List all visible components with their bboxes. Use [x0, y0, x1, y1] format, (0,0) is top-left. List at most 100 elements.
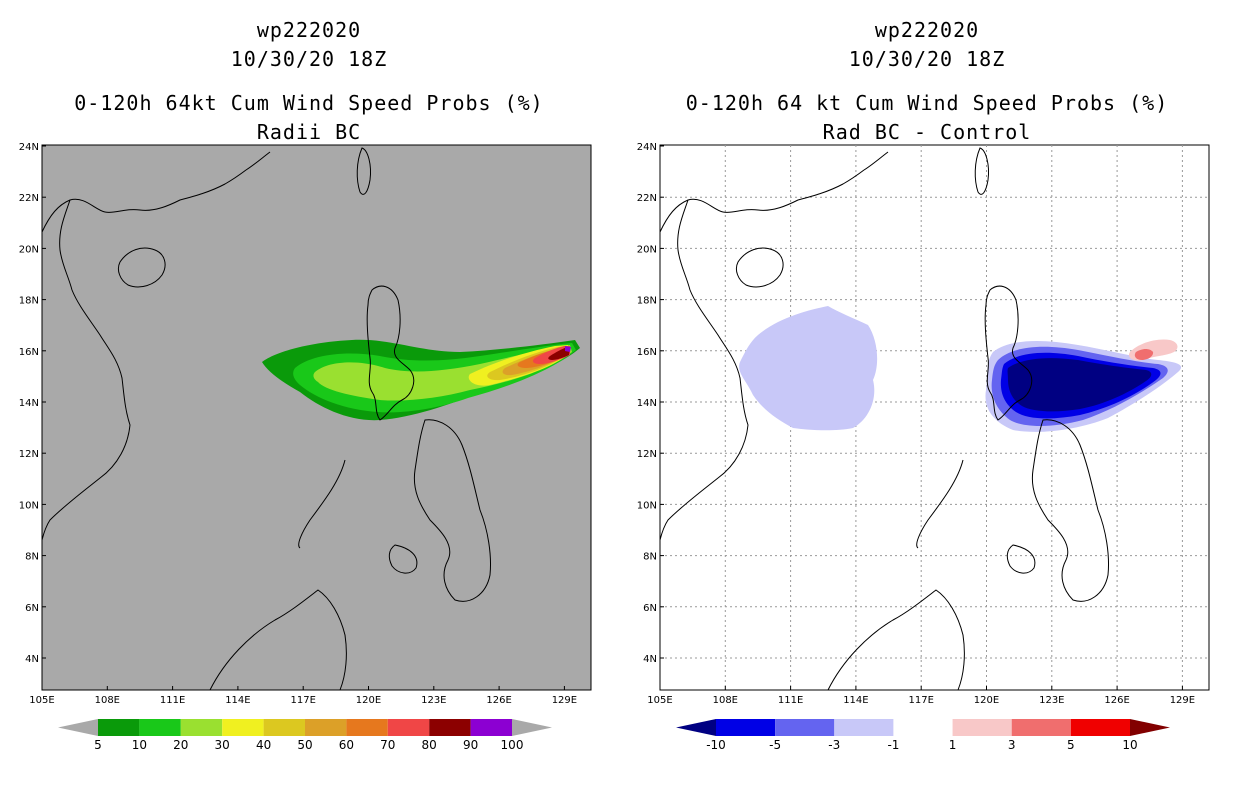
colorbar-under-arrow — [676, 719, 716, 736]
lat-tick-label: 22N — [19, 193, 39, 204]
colorbar-label: 40 — [256, 738, 271, 752]
lon-tick-label: 117E — [908, 695, 933, 706]
lat-tick-label: 10N — [19, 500, 39, 511]
colorbar-label: 20 — [173, 738, 188, 752]
lon-tick-label: 111E — [160, 695, 185, 706]
lon-tick-label: 129E — [552, 695, 577, 706]
colorbar-swatch — [470, 719, 512, 736]
colorbar-swatch — [387, 719, 430, 736]
colorbar-swatch — [1011, 719, 1071, 736]
date-title: 10/30/20 18Z — [848, 47, 1006, 71]
lat-axis: 24N 22N 20N 18N 16N 14N 12N 10N 8N 6N 4N — [19, 142, 46, 665]
lon-tick-label: 129E — [1170, 695, 1195, 706]
lon-tick-label: 111E — [778, 695, 803, 706]
colorbar-label: 1 — [949, 738, 957, 752]
subtitle: Rad BC - Control — [822, 120, 1032, 144]
difference-contours — [739, 306, 1182, 432]
diff-minus10 — [1007, 358, 1152, 412]
map-background — [659, 144, 1210, 691]
gridlines — [660, 145, 1209, 690]
colorbar-swatch — [98, 719, 140, 736]
colorbar-swatch — [952, 719, 1012, 736]
right-panel: wp222020 10/30/20 18Z 0-120h 64 kt Cum W… — [618, 0, 1236, 800]
colorbar-label: 10 — [132, 738, 147, 752]
product-title: 0-120h 64 kt Cum Wind Speed Probs (%) — [685, 91, 1169, 115]
colorbar-label: 5 — [94, 738, 102, 752]
lat-tick-label: 8N — [643, 552, 657, 563]
lat-tick-label: 6N — [25, 603, 39, 614]
lon-tick-label: 120E — [356, 695, 381, 706]
colorbar: -10 -5 -3 -1 1 3 5 10 — [676, 719, 1170, 752]
date-title: 10/30/20 18Z — [230, 47, 388, 71]
colorbar-swatch — [716, 719, 776, 736]
lon-tick-label: 117E — [290, 695, 315, 706]
lon-tick-label: 126E — [486, 695, 511, 706]
lat-tick-label: 20N — [637, 244, 657, 255]
diff-minus1-west — [739, 306, 878, 431]
lat-tick-label: 8N — [25, 552, 39, 563]
colorbar-label: 60 — [339, 738, 354, 752]
storm-id-title: wp222020 — [874, 18, 980, 42]
colorbar-label: -1 — [887, 738, 899, 752]
lon-tick-label: 123E — [421, 695, 446, 706]
lat-tick-label: 16N — [19, 347, 39, 358]
subtitle: Radii BC — [256, 120, 362, 144]
storm-id-title: wp222020 — [256, 18, 362, 42]
lat-tick-label: 18N — [19, 296, 39, 307]
lon-tick-label: 108E — [95, 695, 120, 706]
lat-tick-label: 20N — [19, 244, 39, 255]
colorbar-swatch — [834, 719, 894, 736]
lon-tick-label: 123E — [1039, 695, 1064, 706]
lon-tick-label: 126E — [1104, 695, 1129, 706]
lat-tick-label: 18N — [637, 296, 657, 307]
colorbar-over-arrow — [512, 719, 552, 736]
colorbar-over-arrow — [1130, 719, 1170, 736]
product-title: 0-120h 64kt Cum Wind Speed Probs (%) — [74, 91, 544, 115]
colorbar-swatch — [263, 719, 305, 736]
probability-swath — [262, 339, 580, 421]
colorbar-swatch — [775, 719, 835, 736]
coastline — [659, 147, 1109, 691]
lat-tick-label: 24N — [637, 142, 657, 153]
lon-axis: 105E 108E 111E 114E 117E 120E 123E 126E 129E — [29, 686, 577, 706]
lat-tick-label: 10N — [637, 500, 657, 511]
left-panel: wp222020 10/30/20 18Z 0-120h 64kt Cum Wi… — [19, 18, 592, 752]
colorbar-label: -10 — [706, 738, 726, 752]
colorbar-swatch — [429, 719, 471, 736]
swath-90 — [565, 346, 571, 352]
colorbar-label: 90 — [463, 738, 478, 752]
lon-axis: 105E 108E 111E 114E 117E 120E 123E 126E 129E — [647, 686, 1195, 706]
lat-tick-label: 14N — [19, 398, 39, 409]
swath-80 — [548, 347, 570, 360]
lat-tick-label: 12N — [637, 449, 657, 460]
colorbar-label: 30 — [215, 738, 230, 752]
colorbar-label: 5 — [1067, 738, 1075, 752]
map-background — [41, 144, 592, 691]
colorbar-label: -3 — [828, 738, 840, 752]
diff-plus3 — [1134, 349, 1154, 360]
lon-tick-label: 108E — [713, 695, 738, 706]
lon-tick-label: 105E — [29, 695, 54, 706]
lat-tick-label: 4N — [25, 654, 39, 665]
colorbar-swatch — [893, 719, 953, 736]
colorbar-swatch — [346, 719, 388, 736]
lat-tick-label: 6N — [643, 603, 657, 614]
colorbar-under-arrow — [58, 719, 98, 736]
lat-tick-label: 24N — [19, 142, 39, 153]
lat-tick-label: 14N — [637, 398, 657, 409]
colorbar: 5 10 20 30 40 50 60 70 80 90 100 — [58, 719, 552, 752]
lat-axis: 24N 22N 20N 18N 16N 14N 12N 10N 8N 6N 4N — [637, 142, 664, 665]
colorbar-label: 3 — [1008, 738, 1016, 752]
lon-tick-label: 120E — [974, 695, 999, 706]
colorbar-swatch — [139, 719, 181, 736]
colorbar-label: -5 — [769, 738, 781, 752]
coastline — [41, 147, 491, 691]
colorbar-swatch — [222, 719, 264, 736]
colorbar-swatch — [305, 719, 347, 736]
colorbar-label: 50 — [297, 738, 312, 752]
lon-tick-label: 114E — [843, 695, 868, 706]
colorbar-label: 70 — [380, 738, 395, 752]
lat-tick-label: 4N — [643, 654, 657, 665]
lat-tick-label: 16N — [637, 347, 657, 358]
